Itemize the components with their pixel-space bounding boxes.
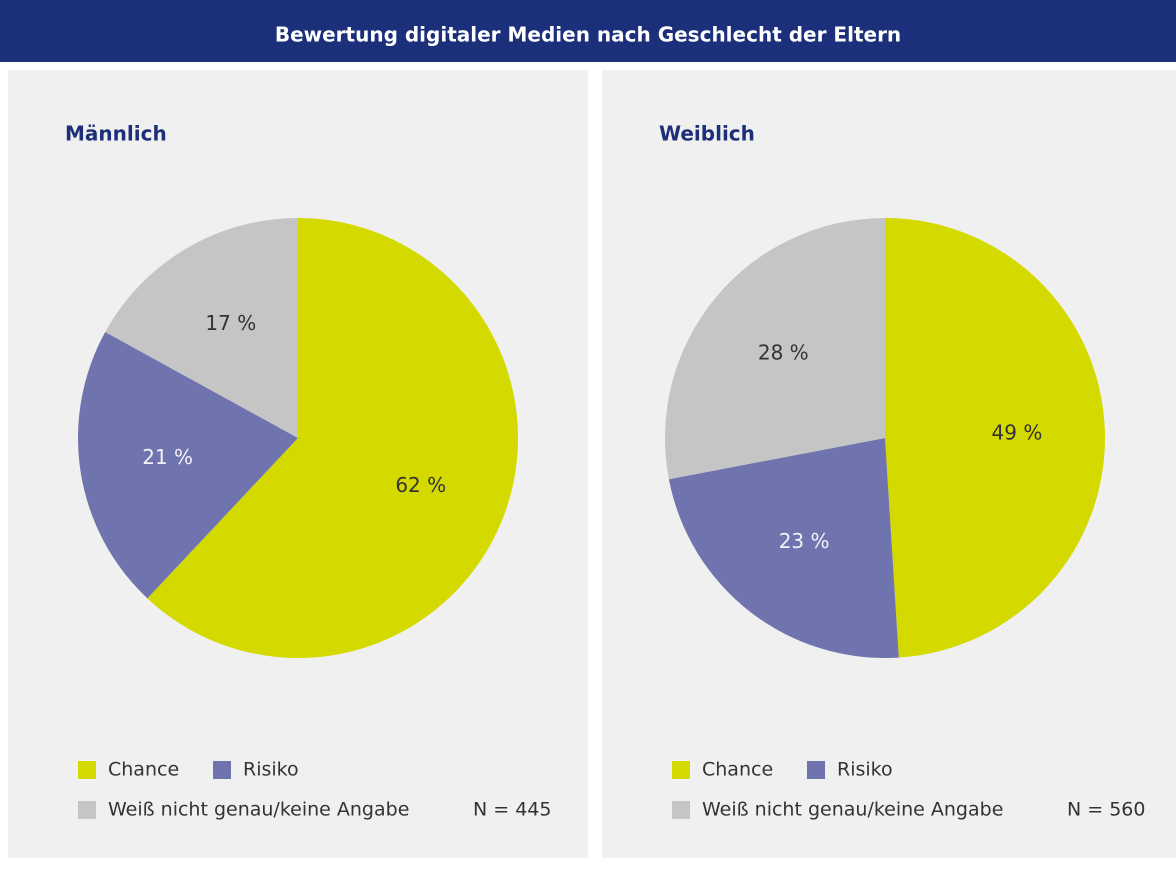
legend-label: Chance — [702, 759, 773, 781]
legend-swatch — [78, 801, 96, 819]
legend-label: Risiko — [837, 759, 893, 781]
legend-label: Weiß nicht genau/keine Angabe — [108, 799, 409, 821]
slice-label: 17 % — [205, 311, 256, 335]
legend-label: Risiko — [243, 759, 299, 781]
legend-swatch — [213, 761, 231, 779]
slice-label: 23 % — [779, 529, 830, 553]
slice-label: 62 % — [395, 473, 446, 497]
pie-slice — [668, 438, 899, 658]
legend-label: Chance — [108, 759, 179, 781]
panel-title: Weiblich — [659, 122, 755, 146]
chart-title: Bewertung digitaler Medien nach Geschlec… — [275, 23, 901, 47]
slice-label: 28 % — [758, 340, 809, 364]
pie-slice — [78, 332, 299, 599]
slice-label: 49 % — [992, 420, 1043, 444]
sample-size: N = 445 — [473, 799, 551, 821]
legend-label: Weiß nicht genau/keine Angabe — [702, 799, 1003, 821]
legend-swatch — [78, 761, 96, 779]
header-bar — [0, 0, 1176, 62]
legend-swatch — [672, 761, 690, 779]
sample-size: N = 560 — [1067, 799, 1145, 821]
pie-slice — [664, 218, 885, 480]
pie-slice — [105, 218, 299, 438]
pie-slice — [885, 218, 1105, 658]
panel-title: Männlich — [65, 122, 167, 146]
pie-slice — [147, 218, 518, 659]
slice-label: 21 % — [142, 445, 193, 469]
legend-swatch — [807, 761, 825, 779]
legend-swatch — [672, 801, 690, 819]
